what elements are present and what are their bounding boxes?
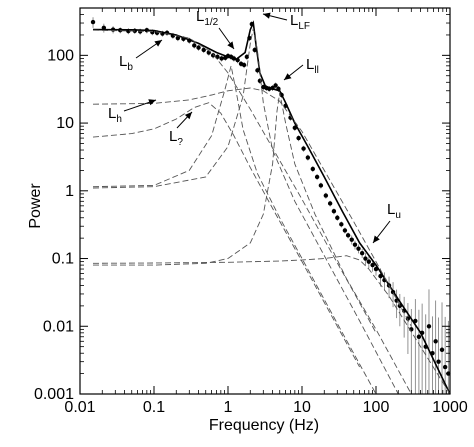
annotation-arrowhead <box>154 40 162 47</box>
data-point <box>339 222 344 227</box>
component-curve-lb <box>92 29 377 334</box>
data-point <box>175 35 181 41</box>
annotation-arrowhead <box>148 99 156 106</box>
data-point <box>356 246 361 251</box>
plot-content <box>90 17 451 395</box>
data-point <box>310 166 316 172</box>
data-point <box>318 183 324 188</box>
data-point <box>301 146 306 151</box>
y-tick-label: 1 <box>65 183 74 200</box>
data-point <box>327 201 333 206</box>
x-tick-label: 0.01 <box>64 399 95 416</box>
data-point <box>370 262 375 268</box>
y-tick-label: 100 <box>47 47 74 64</box>
y-tick-label: 0.1 <box>52 251 74 268</box>
annotation-arrowhead <box>263 12 271 19</box>
data-point <box>201 47 206 53</box>
data-point <box>342 228 348 233</box>
data-point <box>335 215 340 220</box>
data-point <box>305 155 311 160</box>
component-curve-lu <box>92 255 451 395</box>
x-tick-label: 0.1 <box>143 399 165 416</box>
data-point <box>352 242 358 247</box>
annotation-arrowhead <box>373 235 380 243</box>
y-tick-label: 10 <box>56 115 74 132</box>
data-point <box>90 19 96 25</box>
y-axis-title: Power <box>27 183 44 229</box>
x-axis-title: Frequency (Hz) <box>209 417 319 434</box>
annotation-arrowhead <box>227 41 234 49</box>
component-curve-l <box>92 102 360 368</box>
component-curve-lh <box>92 87 412 327</box>
data-point <box>439 347 445 352</box>
data-point <box>219 56 224 61</box>
data-point <box>416 334 422 339</box>
y-tick-label: 0.001 <box>34 386 74 403</box>
data-point <box>359 250 365 256</box>
data-point <box>241 62 247 68</box>
total-model-curve <box>92 20 451 395</box>
data-point <box>442 364 448 370</box>
component-curve-llf <box>92 28 399 395</box>
y-tick-label: 0.01 <box>43 318 74 335</box>
x-tick-label: 10 <box>293 399 311 416</box>
component-curve-lll <box>93 92 412 395</box>
data-point <box>397 303 403 309</box>
data-point <box>426 324 432 329</box>
x-tick-label: 1000 <box>432 399 468 416</box>
data-point <box>366 259 372 264</box>
annotation-arrowhead <box>284 73 292 80</box>
data-point <box>363 256 368 261</box>
x-tick-label: 1 <box>224 399 233 416</box>
data-point <box>331 208 337 214</box>
data-point <box>244 54 250 60</box>
component-curve-l12 <box>92 65 377 395</box>
data-point <box>296 135 301 141</box>
data-point <box>196 45 201 50</box>
data-point <box>433 339 438 344</box>
data-point <box>436 359 441 364</box>
data-point <box>192 43 197 48</box>
data-point <box>345 233 351 238</box>
data-point <box>255 68 260 73</box>
annotation-arrowhead <box>184 112 192 120</box>
data-point <box>314 174 320 180</box>
data-point <box>273 83 278 88</box>
data-point <box>349 237 354 242</box>
x-tick-label: 100 <box>363 399 390 416</box>
data-point <box>323 193 329 198</box>
